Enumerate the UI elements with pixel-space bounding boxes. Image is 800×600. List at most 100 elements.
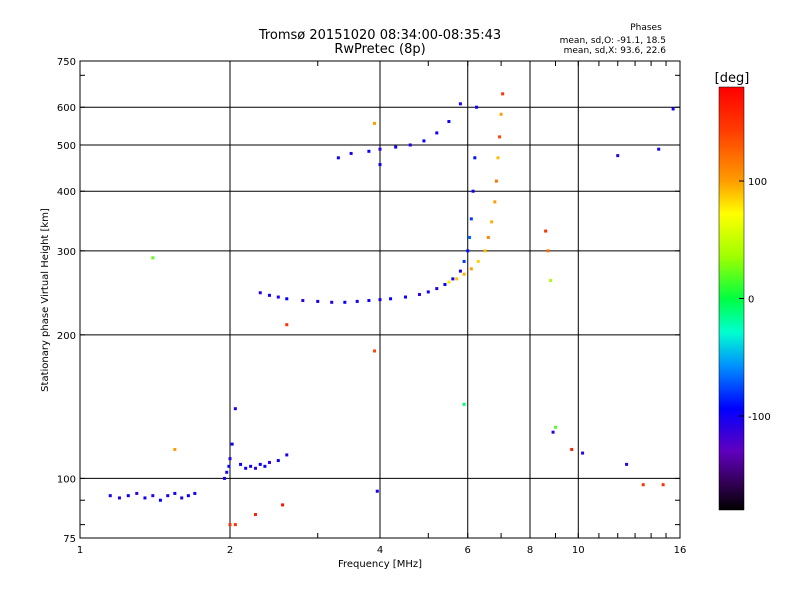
x-tick-label: 16 [674,545,687,556]
x-tick-label: 2 [227,545,233,556]
data-point [375,489,379,493]
data-point [553,425,557,429]
data-point [301,299,305,303]
x-tick-label: 6 [465,545,471,556]
data-point [258,462,262,466]
data-point [435,131,439,135]
colorbar-label: [deg] [715,71,750,86]
data-point [285,453,289,457]
x-tick-label: 8 [527,545,533,556]
data-point [473,156,477,160]
data-point [151,256,155,260]
data-point [466,249,470,253]
data-point [378,147,382,151]
data-point [228,523,232,527]
data-point [417,292,421,296]
x-tick-label: 10 [572,545,585,556]
data-point [233,407,237,411]
data-point [493,200,497,204]
x-tick-label: 4 [377,545,383,556]
data-point [373,349,377,353]
data-point [263,464,267,468]
data-point [117,496,121,500]
data-point [496,156,500,160]
data-point [223,476,227,480]
data-point [281,503,285,507]
colorbar-tick-label: 0 [748,295,754,306]
data-point [233,523,237,527]
data-point [158,498,162,502]
stats-line-o: mean, sd,O: -91.1, 18.5 [560,36,666,46]
stats-line-x: mean, sd,X: 93.6, 22.6 [564,46,667,56]
data-point [285,297,289,301]
y-tick-label: 750 [57,57,76,68]
data-point [258,291,262,295]
data-point [498,135,502,139]
data-point [475,105,479,109]
data-point [625,462,629,466]
data-point [316,299,320,303]
data-point [173,447,177,451]
data-point [468,235,472,239]
data-point [458,102,462,106]
data-point [483,249,487,253]
data-point [570,447,574,451]
data-point [641,483,645,487]
data-point [367,149,371,153]
data-point [267,460,271,464]
data-point [367,299,371,303]
data-point [494,179,498,183]
data-point [443,282,447,286]
data-point [355,299,359,303]
data-point [108,494,112,498]
data-point [486,235,490,239]
data-point [166,494,170,498]
colorbar-ticks: 100 0 -100 [739,177,771,423]
data-point [462,259,466,263]
y-tick-label: 600 [57,103,76,114]
data-point [228,457,232,461]
data-point [186,494,190,498]
data-point [143,496,147,500]
data-point [227,464,231,468]
data-point [458,269,462,273]
data-point [230,442,234,446]
data-point [462,402,466,406]
data-point [408,143,412,147]
data-point [671,107,675,111]
y-tick-label: 500 [57,141,76,152]
data-point [551,430,555,434]
data-point [336,156,340,160]
data-point [285,323,289,327]
data-point [135,491,139,495]
colorbar-tick-label: 100 [748,177,767,188]
chart-subtitle: RwPretec (8p) [334,42,425,57]
data-point [151,494,155,498]
data-point [249,464,253,468]
y-tick-label: 75 [63,534,76,545]
x-tick-label: 1 [77,545,83,556]
data-point [389,297,393,301]
data-point [378,298,382,302]
data-point [581,451,585,455]
data-point [180,496,184,500]
data-point [173,491,177,495]
data-point [476,259,480,263]
data-point [276,459,280,463]
chart-title: Tromsø 20151020 08:34:00-08:35:43 [258,28,501,43]
data-point [469,217,473,221]
data-point [422,139,426,143]
data-point [501,92,505,96]
data-point [549,278,553,282]
data-point [239,462,243,466]
y-tick-label: 100 [57,474,76,485]
axis-ticks: 1 2 4 6 8 10 16 75 100 200 300 400 500 600 750 [57,57,686,556]
data-point [126,494,130,498]
data-point [499,112,503,116]
data-point [462,272,466,276]
data-point [225,470,229,474]
stats-heading: Phases [630,23,662,33]
data-point [426,290,430,294]
data-point [455,277,459,281]
